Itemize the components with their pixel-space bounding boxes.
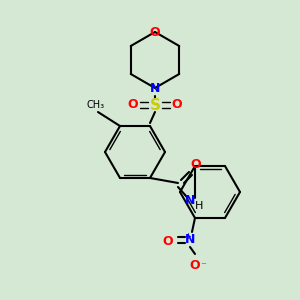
- Text: O: O: [191, 158, 201, 172]
- Text: O: O: [150, 26, 160, 38]
- Text: S: S: [149, 98, 161, 112]
- Text: O: O: [128, 98, 138, 112]
- Text: N: N: [185, 233, 195, 247]
- Text: ⁻: ⁻: [200, 261, 206, 271]
- Text: +: +: [184, 232, 191, 242]
- Text: O: O: [172, 98, 182, 112]
- Text: CH₃: CH₃: [87, 100, 105, 110]
- Text: N: N: [150, 82, 160, 94]
- Text: O: O: [190, 260, 200, 272]
- Text: O: O: [163, 236, 173, 248]
- Text: H: H: [195, 201, 203, 211]
- Text: N: N: [185, 194, 195, 208]
